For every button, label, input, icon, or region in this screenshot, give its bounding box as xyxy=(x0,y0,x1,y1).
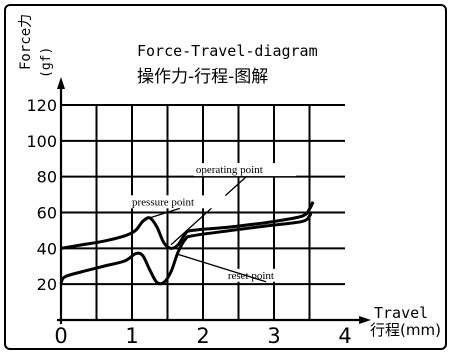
annotation-leader xyxy=(149,207,180,219)
annotations: operating point pressure point reset point xyxy=(130,163,303,283)
annotation-background xyxy=(130,195,226,209)
annotation-background xyxy=(193,163,296,177)
x-tick-label: 2 xyxy=(196,324,209,348)
annotation-label: reset point xyxy=(228,270,274,282)
y-axis-arrow xyxy=(57,77,65,89)
annotation-leader xyxy=(175,253,267,283)
grid xyxy=(61,104,345,320)
y-tick-label: 120 xyxy=(26,96,57,115)
y-tick-label: 40 xyxy=(37,239,57,258)
y-tick-label: 80 xyxy=(37,168,57,187)
chart-title: Force-Travel-diagram xyxy=(137,42,318,60)
y-axis-label: Force力 xyxy=(18,14,34,70)
x-axis-arrow xyxy=(359,316,371,324)
x-tick-label: 3 xyxy=(267,324,280,348)
series-lines xyxy=(59,201,315,286)
x-tick-label: 0 xyxy=(54,324,67,348)
chart-subtitle: 操作力-行程-图解 xyxy=(137,67,268,87)
y-axis-unit: (gf) xyxy=(39,47,54,78)
x-tick-label: 4 xyxy=(338,324,351,348)
y-tick-label: 60 xyxy=(37,204,57,223)
y-tick-label: 100 xyxy=(26,132,57,151)
x-axis-unit: 行程(mm) xyxy=(370,321,441,339)
annotation-leader xyxy=(170,175,248,246)
x-axis-label: Travel xyxy=(374,304,428,322)
x-tick-label: 1 xyxy=(125,324,138,348)
annotation-background xyxy=(225,268,303,282)
annotation-label: pressure point xyxy=(132,196,194,208)
force-curve-1 xyxy=(60,201,315,250)
annotation-label: operating point xyxy=(196,164,263,176)
tick-labels: 20 40 60 80 100 120 0 1 2 3 4 xyxy=(26,96,351,348)
force-curve-2 xyxy=(59,211,313,286)
y-tick-label: 20 xyxy=(37,275,57,294)
